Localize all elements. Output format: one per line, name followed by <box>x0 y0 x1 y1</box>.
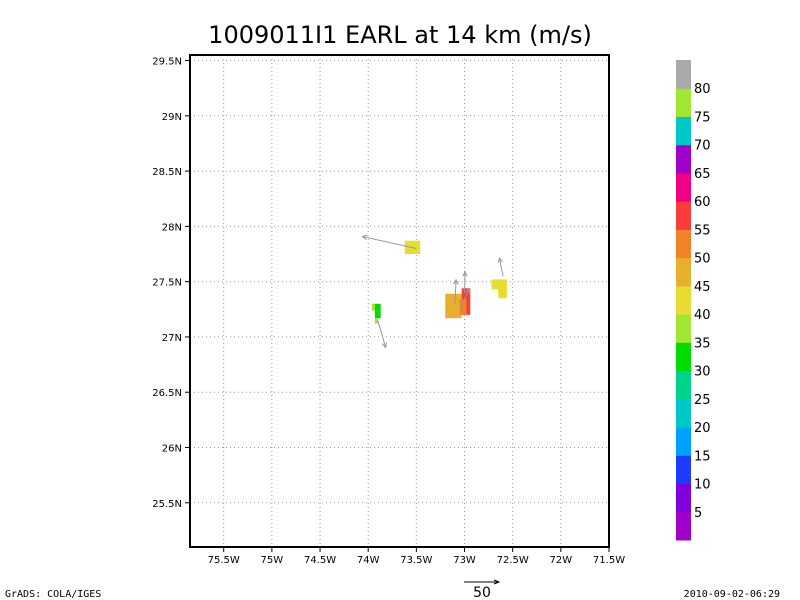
colorbar-box <box>676 398 691 428</box>
y-tick-label: 28.5N <box>152 167 182 178</box>
colorbar-box <box>676 88 691 117</box>
colorbar-label: 50 <box>694 252 711 267</box>
colorbar-box <box>676 342 691 372</box>
y-tick-label: 29N <box>162 112 182 123</box>
colorbar-box <box>676 511 691 541</box>
wind-vector-head <box>361 234 368 240</box>
x-tick-label: 75.5W <box>208 555 240 566</box>
wind-vectors <box>361 234 504 349</box>
colorbar-label: 35 <box>694 336 711 351</box>
data-cell <box>372 303 375 311</box>
colorbar-box <box>676 483 691 513</box>
colorbar-label: 20 <box>694 421 711 436</box>
y-tick-label: 29.5N <box>152 57 182 68</box>
chart-title: 1009011I1 EARL at 14 km (m/s) <box>208 21 592 49</box>
colorbar-label: 45 <box>694 280 711 295</box>
reference-vector-head <box>493 579 501 585</box>
wind-vector <box>377 320 387 348</box>
colorbar-label: 25 <box>694 393 711 408</box>
wind-vector-head <box>497 256 503 264</box>
wind-vector-head <box>381 342 387 349</box>
wind-vector-head <box>453 278 459 285</box>
footer-left: GrADS: COLA/IGES <box>5 589 101 600</box>
wind-vector <box>464 271 466 293</box>
data-cell <box>372 303 381 311</box>
y-tick-label: 27.5N <box>152 278 182 289</box>
colorbar-box <box>676 116 691 146</box>
colorbar-label: 60 <box>694 195 711 210</box>
colorbar-box <box>676 257 691 287</box>
colorbar-label: 5 <box>694 506 702 521</box>
colorbar-label: 10 <box>694 478 711 493</box>
wind-vector-head <box>465 287 470 294</box>
colorbar-label: 30 <box>694 365 711 380</box>
data-cell <box>445 293 462 319</box>
y-axis: 25.5N 26N 26.5N 27N 27.5N 28N 28.5N 29N 29.5N <box>152 57 190 510</box>
y-tick-label: 28N <box>162 222 182 233</box>
footer-right: 2010-09-02-06:29 <box>684 589 780 600</box>
x-tick-label: 74W <box>357 555 380 566</box>
colorbar-label: 80 <box>694 82 711 97</box>
x-tick-label: 73.5W <box>400 555 432 566</box>
data-cells <box>372 240 507 324</box>
colorbar: 5 10 15 20 25 30 35 40 45 50 55 60 65 70 75 80 <box>676 60 711 541</box>
colorbar-box <box>676 229 691 259</box>
x-tick-label: 71.5W <box>593 555 625 566</box>
x-tick-label: 72.5W <box>497 555 529 566</box>
y-tick-label: 25.5N <box>152 499 182 510</box>
data-cell <box>374 318 378 324</box>
grid <box>190 55 610 547</box>
colorbar-box <box>676 144 691 174</box>
x-tick-label: 74.5W <box>304 555 336 566</box>
reference-vector-label: 50 <box>473 585 491 600</box>
colorbar-label: 75 <box>694 110 711 125</box>
data-cell <box>491 279 504 290</box>
plot-frame <box>189 54 610 548</box>
colorbar-label: 65 <box>694 167 711 182</box>
data-cell <box>498 279 507 299</box>
colorbar-label: 55 <box>694 223 711 238</box>
x-axis: 75.5W 75W 74.5W 74W 73.5W 73W 72.5W 72W 71.5W <box>208 547 625 566</box>
colorbar-box <box>676 285 691 315</box>
y-tick-label: 27N <box>162 333 182 344</box>
wind-vector <box>454 279 457 304</box>
y-tick-label: 26.5N <box>152 388 182 399</box>
x-tick-label: 73W <box>453 555 476 566</box>
data-cell <box>374 310 381 319</box>
colorbar-label: 40 <box>694 308 711 323</box>
wind-vector <box>459 288 470 310</box>
colorbar-box <box>676 172 691 202</box>
y-tick-label: 26N <box>162 443 182 454</box>
wind-vector <box>362 235 417 249</box>
wind-vector-head <box>462 270 468 277</box>
colorbar-label: 15 <box>694 449 711 464</box>
colorbar-box <box>676 201 691 230</box>
colorbar-box <box>676 60 691 89</box>
x-tick-label: 72W <box>550 555 573 566</box>
x-tick-label: 75W <box>261 555 284 566</box>
data-cell <box>459 299 467 315</box>
colorbar-box <box>676 314 691 343</box>
colorbar-box <box>676 370 691 400</box>
colorbar-box <box>676 455 691 485</box>
wind-vector <box>498 258 504 277</box>
colorbar-label: 70 <box>694 139 711 154</box>
colorbar-box <box>676 427 691 456</box>
reference-vector: 50 <box>464 579 501 600</box>
